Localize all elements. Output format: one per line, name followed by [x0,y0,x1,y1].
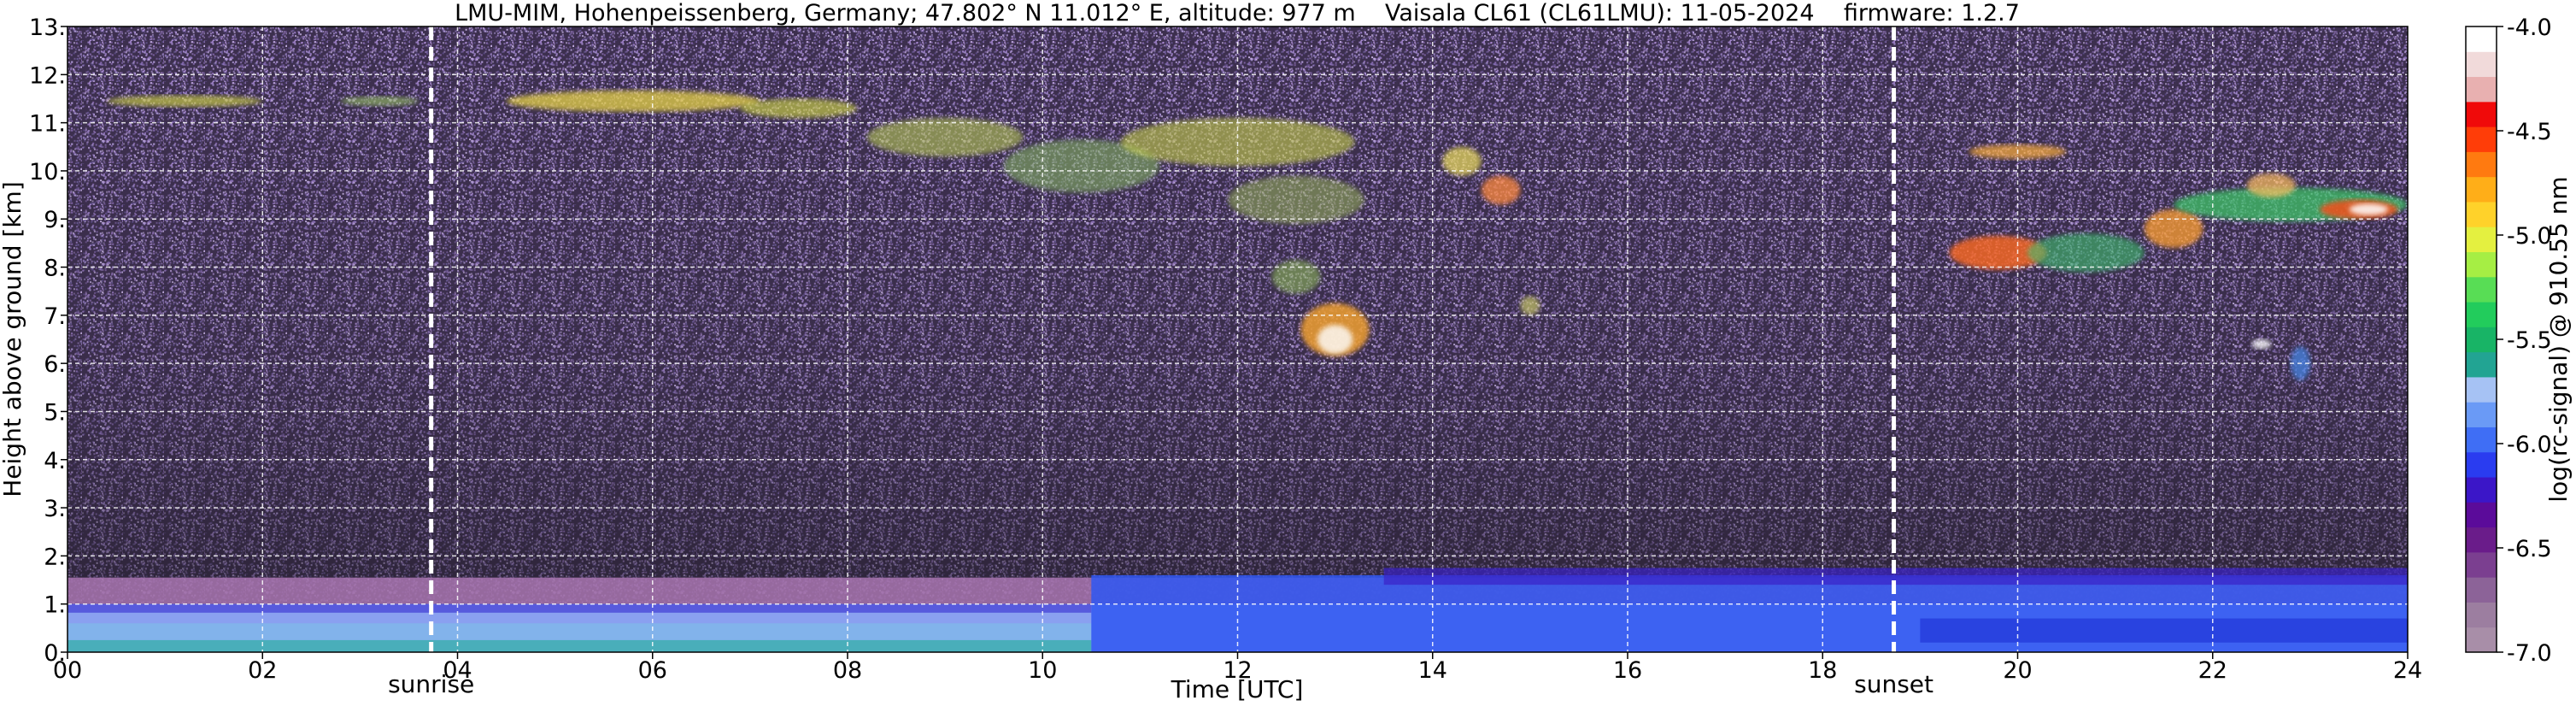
cloud-signal [740,98,858,118]
cloud-signal [1271,260,1321,294]
y-tick-label: 9. [44,207,66,233]
colorbar-segment [2466,477,2497,503]
y-tick-label: 2. [44,544,66,570]
cloud-signal [1481,175,1521,205]
cloud-signal [2246,173,2296,197]
y-tick-label: 13. [29,15,66,41]
colorbar: -7.0 -6.5 -6.0 -5.5 -5.0 -4.5 -4.0 [2465,15,2552,667]
colorbar-segment [2466,76,2497,103]
colorbar-segment [2466,427,2497,453]
cloud-signal [2349,203,2389,215]
x-tick-label: 20 [2003,657,2032,684]
sunrise-label: sunrise [388,670,474,698]
x-tick-label: 10 [1028,657,1057,684]
colorbar-segment [2466,527,2497,553]
x-tick-label: 16 [1613,657,1642,684]
colorbar-segment [2466,627,2497,653]
colorbar-segment [2466,101,2497,127]
cloud-signal [1442,146,1482,176]
colorbar-segment [2466,227,2497,253]
colorbar-segment [2466,577,2497,603]
y-tick-label: 0. [44,640,66,667]
cloud-signal [2144,209,2203,249]
colorbar-tick-label: -4.0 [2507,15,2552,41]
colorbar-tick-label: -4.5 [2507,119,2552,145]
layer-top-edge [67,603,1092,613]
colorbar-segment [2466,451,2497,478]
colorbar-segment [2466,402,2497,427]
colorbar-tick-label: -6.0 [2507,432,2552,458]
sun-markers: sunrise sunset [388,26,1933,698]
x-tick-label: 00 [53,657,82,684]
y-tick-label: 10. [29,159,66,185]
colorbar-tick-label: -5.0 [2507,223,2552,250]
x-tick-label: 08 [833,657,862,684]
cloud-signal [506,90,760,112]
x-tick-label: 04 [443,657,472,684]
colorbar-segment [2466,302,2497,327]
x-tick-label: 24 [2393,657,2422,684]
colorbar-segment [2466,151,2497,178]
y-tick-label: 5. [44,399,66,426]
y-tick-label: 3. [44,496,66,522]
mixing-layer-top [1383,568,2408,585]
sunset-label: sunset [1854,670,1933,698]
x-tick-label: 18 [1808,657,1837,684]
colorbar-segment [2466,201,2497,227]
colorbar-segment [2466,126,2497,152]
x-tick-label: 02 [248,657,277,684]
colorbar-tick-label: -5.5 [2507,327,2552,354]
surface-layer [67,639,1092,652]
cloud-signal [1228,175,1364,224]
y-axis-label: Height above ground [km] [0,181,26,497]
colorbar-tick-label: -6.5 [2507,536,2552,562]
x-axis-label: Time [UTC] [1171,675,1304,703]
colorbar-segment [2466,327,2497,353]
colorbar-segment [2466,351,2497,378]
colorbar-segment [2466,551,2497,578]
y-tick-label: 4. [44,448,66,474]
grid [67,26,2408,652]
x-tick-label: 22 [2198,657,2227,684]
colorbar-segment [2466,26,2497,52]
y-tick-label: 12. [29,62,66,89]
colorbar-segment [2466,376,2497,403]
x-axis: 00 02 04 06 08 10 12 14 16 18 20 22 24 [53,652,2422,684]
cloud-signal [2027,233,2145,273]
x-tick-label: 14 [1418,657,1447,684]
colorbar-segment [2466,602,2497,628]
cloud-signal [1317,325,1353,354]
x-tick-label: 12 [1223,657,1252,684]
y-tick-label: 7. [44,303,66,330]
colorbar-segment [2466,51,2497,78]
cloud-signal [106,95,263,108]
y-tick-label: 8. [44,256,66,282]
colorbar-segment [2466,502,2497,528]
colorbar-label: log(rc-signal) @ 910.55 nm [2544,176,2573,502]
cloud-signal [1949,235,2047,270]
layer-inner [67,623,1092,640]
colorbar-segment [2466,276,2497,303]
y-tick-label: 11. [29,111,66,138]
y-tick-label: 6. [44,351,66,378]
evening-residual [1920,618,2408,643]
cloud-signal [2251,339,2272,350]
colorbar-segment [2466,176,2497,203]
cloud-signal [1520,296,1540,315]
colorbar-segment [2466,251,2497,278]
y-axis: 0. 1. 2. 3. 4. 5. 6. 7. 8. 9. 10. 11. 12. 13. [29,15,67,667]
cloud-signal [866,117,1024,157]
chart-title: LMU-MIM, Hohenpeissenberg, Germany; 47.8… [455,0,2020,26]
y-tick-label: 1. [44,592,66,619]
cloud-signal [340,96,419,106]
x-tick-label: 06 [638,657,667,684]
colorbar-tick-label: -7.0 [2507,640,2552,667]
